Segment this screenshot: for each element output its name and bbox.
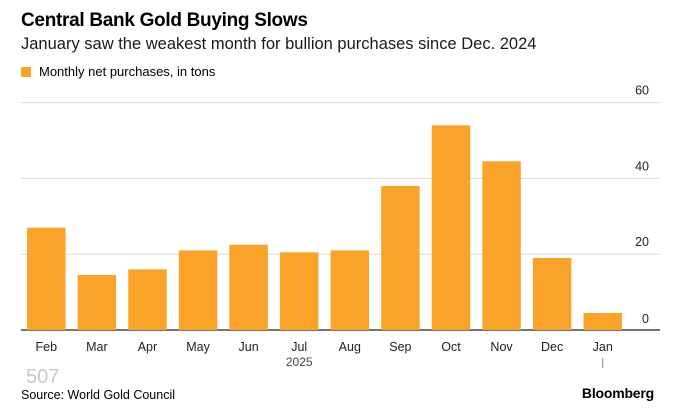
x-tick-label: Oct [441,340,461,354]
x-tick-label: Sep [389,340,411,354]
bar-dec [532,257,572,330]
x-tick-label: Jul [291,340,307,354]
bar-aug [330,250,370,330]
watermark: 507 [26,366,60,388]
x-tick-label: Feb [36,340,58,354]
year-label: 2025 [286,355,313,369]
x-tick-label: Jan [593,340,613,354]
x-tick-label: Apr [138,340,157,354]
bar-apr [128,269,167,330]
y-tick-label: 40 [635,159,649,173]
chart-legend: Monthly net purchases, in tons [21,64,215,79]
bar-jan [583,312,622,330]
y-tick-label: 0 [642,312,649,326]
x-tick-label: Mar [86,340,108,354]
bar-nov [482,161,521,330]
source-note: Source: World Gold Council [21,388,176,402]
legend-swatch [21,66,31,77]
legend-label: Monthly net purchases, in tons [39,64,216,79]
bar-jun [229,244,268,330]
y-tick-label: 60 [635,84,649,98]
x-tick-label: Dec [541,340,563,354]
bar-jul [279,252,319,330]
x-tick-label: May [186,340,210,354]
brand-logo: Bloomberg [581,385,654,401]
bar-mar [77,275,117,330]
bar-may [178,250,218,330]
x-tick-label: Jun [239,340,259,354]
bar-sep [381,185,420,330]
x-tick-label: Aug [339,340,361,354]
chart-subtitle: January saw the weakest month for bullio… [21,35,537,53]
x-tick-label: Nov [490,340,513,354]
bar-feb [27,227,66,330]
bar-oct [431,125,471,331]
chart-title: Central Bank Gold Buying Slows [21,10,308,31]
y-tick-label: 20 [635,235,649,249]
